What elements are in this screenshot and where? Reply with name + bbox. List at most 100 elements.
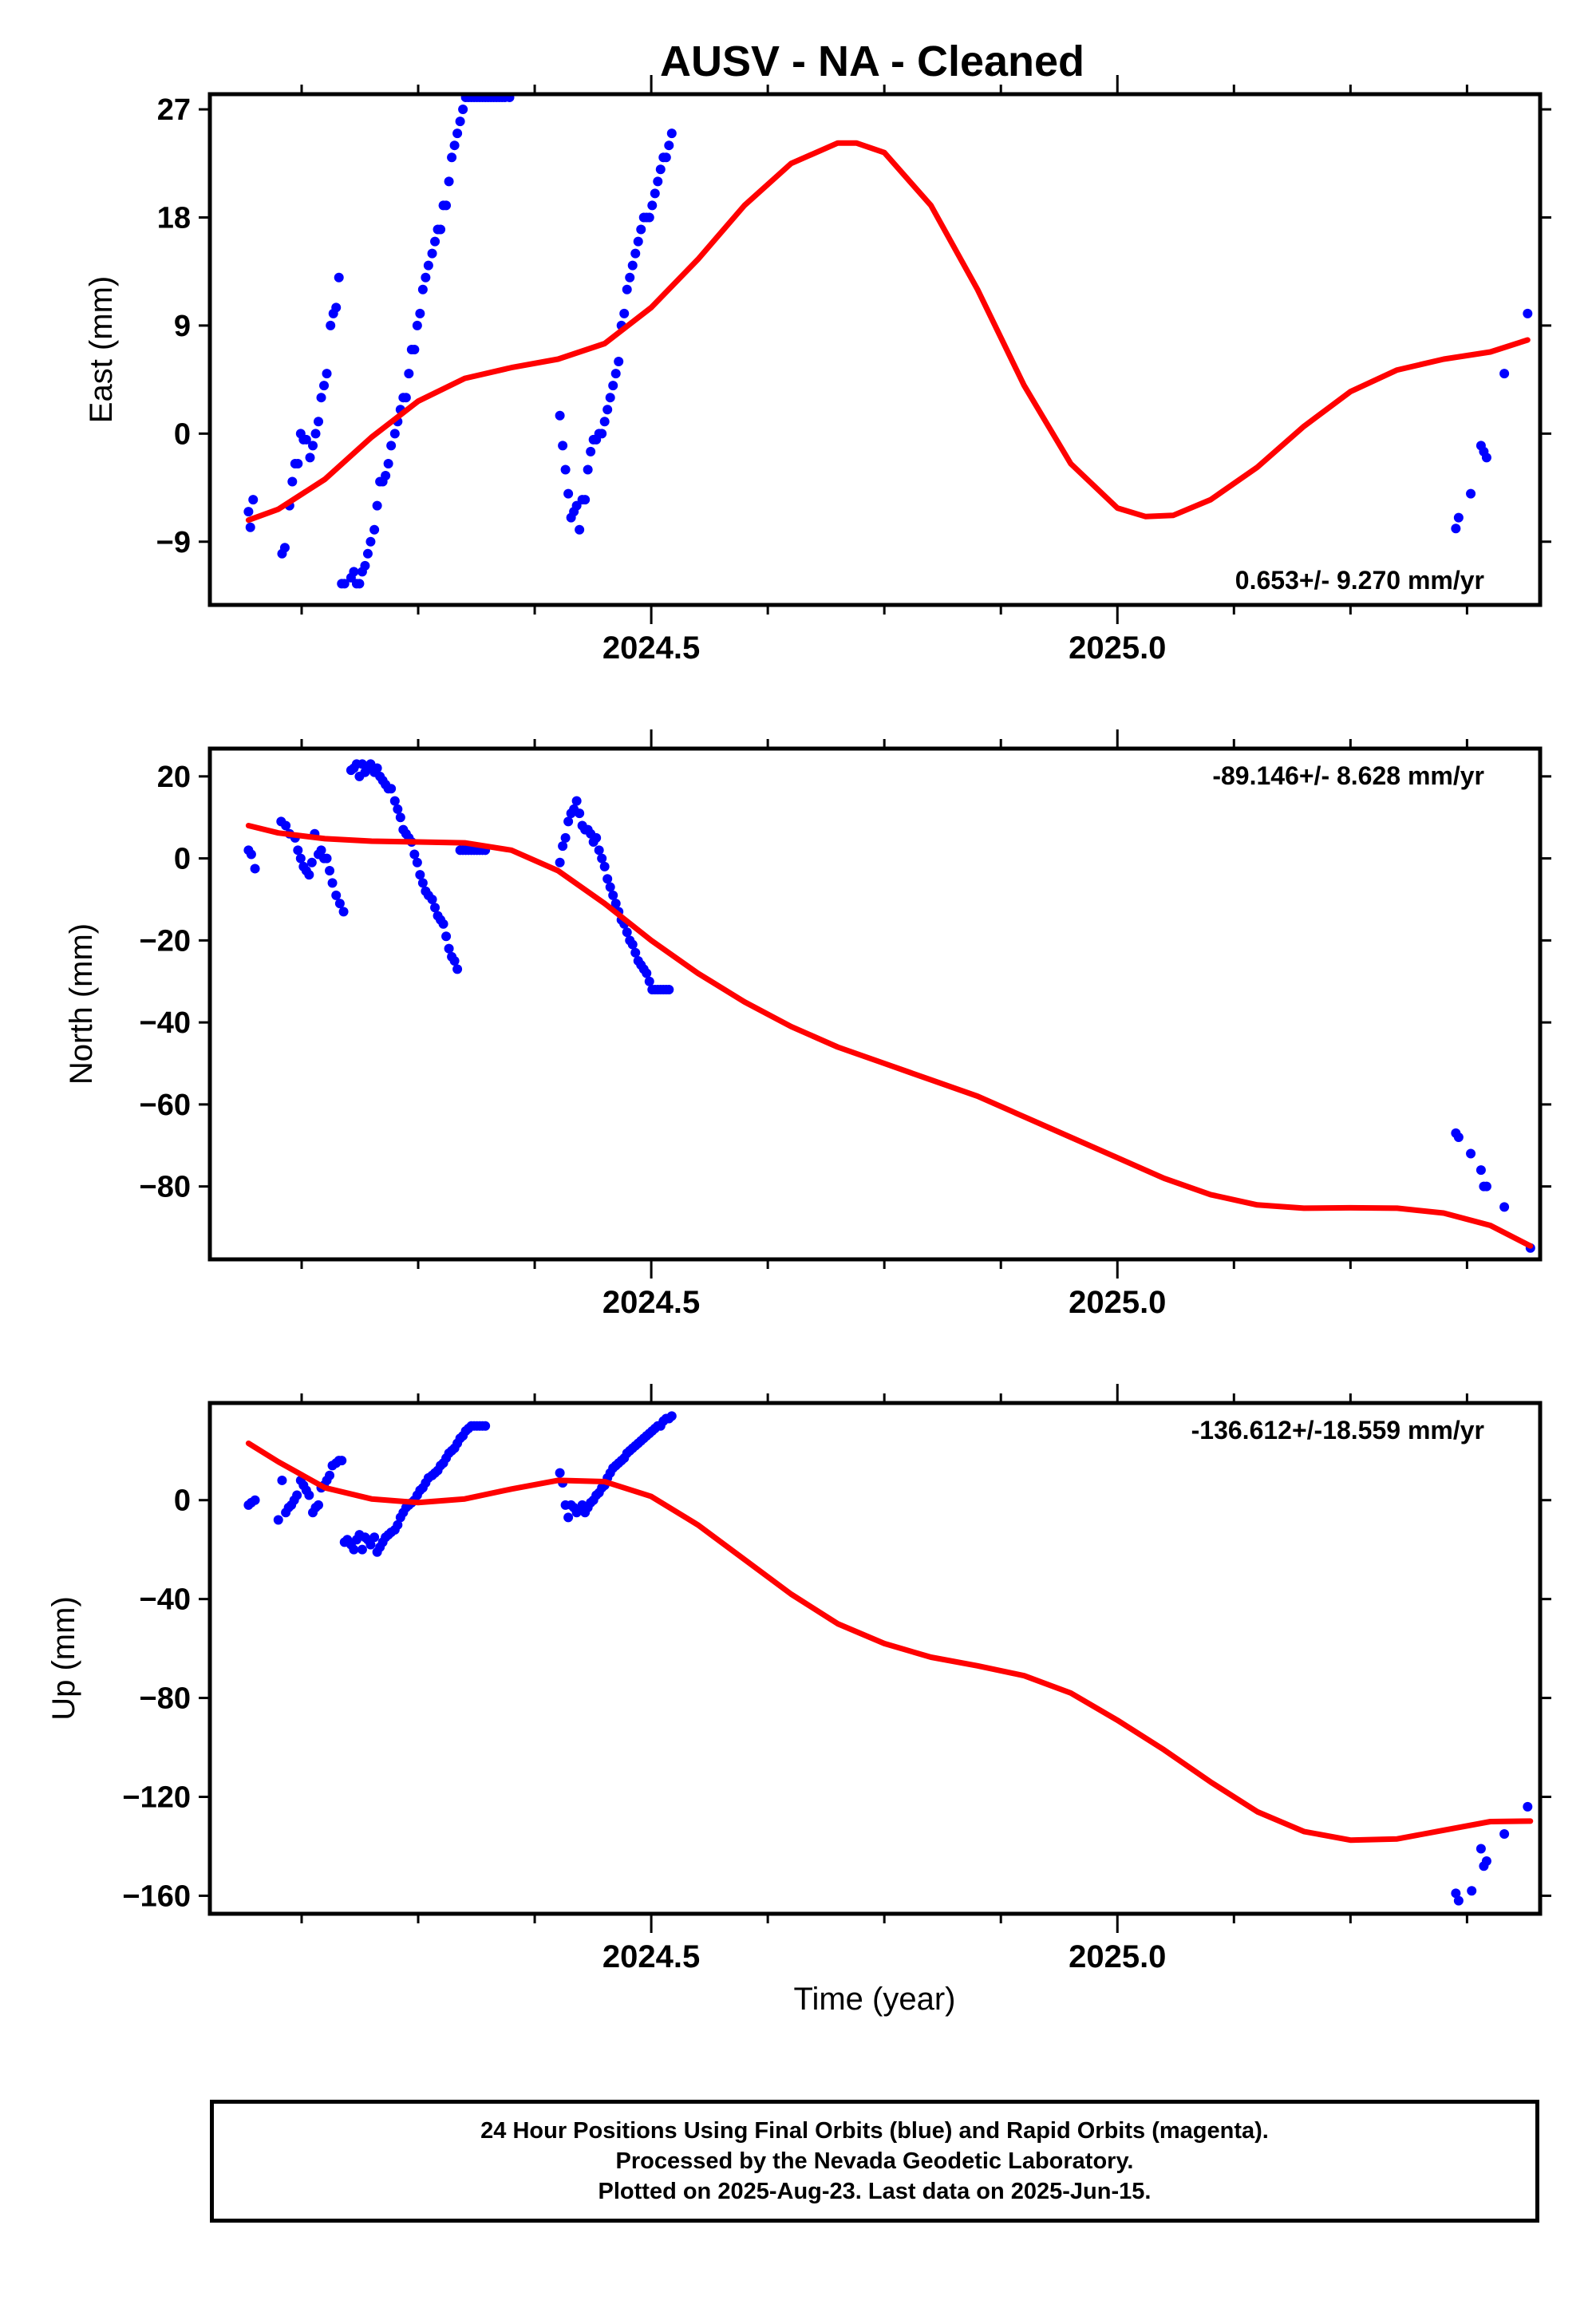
- up-panel: 0 −40 −80 −120 −160 2024.5 2025.0 Up (mm) -136.6…: [46, 1384, 1551, 1974]
- east-point: [571, 500, 582, 511]
- north-point: [372, 763, 382, 773]
- footer-line-3: Plotted on 2025-Aug-23. Last data on 202…: [598, 2179, 1152, 2204]
- footer-line-2: Processed by the Nevada Geodetic Laborat…: [615, 2148, 1134, 2174]
- east-point: [1523, 308, 1533, 318]
- east-point: [279, 543, 290, 553]
- north-point: [644, 976, 654, 986]
- north-point: [322, 853, 332, 864]
- north-point: [331, 890, 342, 900]
- east-point: [339, 579, 350, 589]
- east-point: [664, 140, 674, 151]
- east-point: [563, 488, 574, 499]
- up-point: [337, 1456, 347, 1466]
- figure-title: AUSV - NA - Cleaned: [660, 38, 1084, 85]
- north-point: [430, 903, 440, 913]
- east-point: [322, 369, 332, 379]
- north-point: [597, 853, 607, 864]
- up-point: [250, 1495, 260, 1505]
- east-point: [389, 429, 400, 439]
- east-point: [369, 524, 380, 535]
- north-point: [316, 845, 326, 856]
- north-point: [246, 849, 256, 860]
- north-point: [605, 882, 615, 892]
- east-point: [597, 429, 607, 439]
- north-point: [281, 820, 291, 831]
- east-point: [243, 507, 254, 517]
- east-point: [444, 176, 454, 187]
- east-point: [383, 458, 393, 468]
- up-rate-label: -136.612+/-18.559 mm/yr: [1191, 1416, 1484, 1445]
- east-point: [614, 357, 624, 367]
- east-point: [555, 410, 565, 421]
- east-point: [305, 453, 315, 463]
- east-xtick-label: 2024.5: [602, 630, 700, 666]
- up-point: [369, 1532, 380, 1543]
- up-point: [1481, 1856, 1491, 1867]
- east-point: [647, 200, 658, 211]
- east-point: [436, 224, 446, 235]
- up-point: [1467, 1886, 1477, 1896]
- east-point: [560, 464, 571, 475]
- north-y-axis-label: North (mm): [64, 923, 99, 1085]
- east-point: [415, 308, 425, 318]
- up-point: [277, 1475, 287, 1485]
- north-point: [338, 907, 349, 917]
- up-point: [292, 1490, 302, 1500]
- east-point: [627, 260, 638, 271]
- north-point: [438, 919, 448, 929]
- east-point: [633, 236, 643, 247]
- east-point: [1499, 369, 1510, 379]
- north-point: [449, 956, 460, 966]
- north-data-layer: [243, 759, 1535, 1253]
- up-ytick-label: −120: [122, 1780, 191, 1814]
- east-point: [455, 117, 465, 127]
- north-point: [386, 784, 397, 794]
- east-point: [608, 381, 618, 391]
- north-point: [622, 927, 632, 938]
- north-point: [1481, 1181, 1491, 1192]
- up-point: [1499, 1828, 1510, 1839]
- east-point: [423, 260, 433, 271]
- east-point: [622, 284, 632, 294]
- east-point: [314, 417, 324, 427]
- east-ytick-label: 0: [174, 417, 191, 451]
- north-point: [594, 845, 604, 856]
- up-point: [304, 1490, 314, 1500]
- up-point: [393, 1520, 403, 1530]
- east-ytick-label: −9: [156, 526, 191, 559]
- east-point: [404, 369, 414, 379]
- north-point: [334, 899, 345, 909]
- north-fit-line: [245, 823, 1534, 1249]
- east-point: [354, 579, 365, 589]
- north-point: [571, 796, 582, 806]
- east-point: [331, 302, 342, 313]
- north-point: [575, 808, 585, 819]
- east-point: [650, 188, 660, 199]
- east-point: [447, 152, 457, 163]
- up-data-layer: [243, 1411, 1534, 1906]
- up-point: [314, 1500, 324, 1510]
- up-y-axis-label: Up (mm): [46, 1596, 81, 1721]
- north-point: [630, 947, 641, 958]
- north-point: [417, 878, 428, 888]
- north-point: [389, 796, 400, 806]
- north-point: [306, 857, 317, 868]
- east-point: [1453, 512, 1464, 523]
- north-point: [325, 866, 335, 876]
- up-point: [1476, 1844, 1486, 1854]
- east-point: [666, 128, 677, 139]
- east-point: [301, 434, 311, 445]
- east-point: [386, 441, 397, 451]
- up-ytick-label: −40: [140, 1583, 191, 1617]
- up-point: [563, 1512, 574, 1523]
- north-point: [1453, 1132, 1464, 1142]
- north-ytick-label: −40: [140, 1006, 191, 1040]
- east-data-layer: [243, 94, 1533, 589]
- north-point: [591, 832, 602, 843]
- east-point: [580, 495, 591, 505]
- north-point: [627, 939, 638, 950]
- east-plot-frame: [207, 92, 1543, 607]
- up-point: [480, 1421, 491, 1431]
- north-point: [395, 812, 405, 823]
